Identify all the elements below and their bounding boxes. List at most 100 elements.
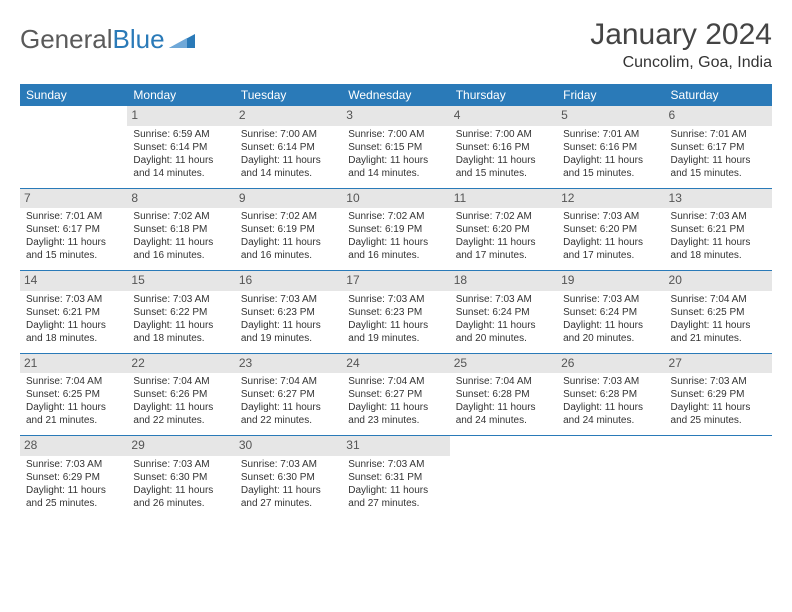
sunset-text: Sunset: 6:17 PM <box>671 141 766 154</box>
header: GeneralBlue January 2024 Cuncolim, Goa, … <box>20 18 772 72</box>
day-number: 15 <box>127 271 234 291</box>
sunset-text: Sunset: 6:21 PM <box>671 223 766 236</box>
sunset-text: Sunset: 6:16 PM <box>456 141 551 154</box>
calendar-week-row: 28Sunrise: 7:03 AMSunset: 6:29 PMDayligh… <box>20 436 772 518</box>
sunrise-text: Sunrise: 7:03 AM <box>133 458 228 471</box>
sunset-text: Sunset: 6:30 PM <box>241 471 336 484</box>
daylight-text: Daylight: 11 hours and 16 minutes. <box>241 236 336 262</box>
day-number: 28 <box>20 436 127 456</box>
sunset-text: Sunset: 6:26 PM <box>133 388 228 401</box>
sunrise-text: Sunrise: 7:00 AM <box>348 128 443 141</box>
calendar-day-cell: 23Sunrise: 7:04 AMSunset: 6:27 PMDayligh… <box>235 353 342 436</box>
calendar-head: SundayMondayTuesdayWednesdayThursdayFrid… <box>20 84 772 106</box>
day-number: 12 <box>557 189 664 209</box>
sunrise-text: Sunrise: 7:04 AM <box>26 375 121 388</box>
day-number: 17 <box>342 271 449 291</box>
daylight-text: Daylight: 11 hours and 23 minutes. <box>348 401 443 427</box>
sunrise-text: Sunrise: 7:03 AM <box>563 293 658 306</box>
sunset-text: Sunset: 6:20 PM <box>456 223 551 236</box>
daylight-text: Daylight: 11 hours and 25 minutes. <box>671 401 766 427</box>
daylight-text: Daylight: 11 hours and 15 minutes. <box>563 154 658 180</box>
sunrise-text: Sunrise: 7:02 AM <box>456 210 551 223</box>
sunrise-text: Sunrise: 7:03 AM <box>563 375 658 388</box>
sunset-text: Sunset: 6:19 PM <box>241 223 336 236</box>
calendar-day-cell <box>450 436 557 518</box>
calendar-day-cell: 25Sunrise: 7:04 AMSunset: 6:28 PMDayligh… <box>450 353 557 436</box>
sunrise-text: Sunrise: 7:02 AM <box>133 210 228 223</box>
calendar-day-cell: 19Sunrise: 7:03 AMSunset: 6:24 PMDayligh… <box>557 271 664 354</box>
calendar-day-cell: 12Sunrise: 7:03 AMSunset: 6:20 PMDayligh… <box>557 188 664 271</box>
calendar-day-cell <box>20 106 127 188</box>
sunrise-text: Sunrise: 7:02 AM <box>348 210 443 223</box>
daylight-text: Daylight: 11 hours and 19 minutes. <box>348 319 443 345</box>
daylight-text: Daylight: 11 hours and 24 minutes. <box>456 401 551 427</box>
calendar-day-cell: 29Sunrise: 7:03 AMSunset: 6:30 PMDayligh… <box>127 436 234 518</box>
day-number: 16 <box>235 271 342 291</box>
calendar-day-cell: 3Sunrise: 7:00 AMSunset: 6:15 PMDaylight… <box>342 106 449 188</box>
day-number: 30 <box>235 436 342 456</box>
day-number: 7 <box>20 189 127 209</box>
day-number: 14 <box>20 271 127 291</box>
daylight-text: Daylight: 11 hours and 15 minutes. <box>456 154 551 180</box>
day-number: 2 <box>235 106 342 126</box>
weekday-header: Monday <box>127 84 234 106</box>
daylight-text: Daylight: 11 hours and 18 minutes. <box>26 319 121 345</box>
calendar-day-cell: 8Sunrise: 7:02 AMSunset: 6:18 PMDaylight… <box>127 188 234 271</box>
logo-triangle-icon <box>169 24 195 55</box>
sunset-text: Sunset: 6:19 PM <box>348 223 443 236</box>
day-number: 1 <box>127 106 234 126</box>
daylight-text: Daylight: 11 hours and 18 minutes. <box>133 319 228 345</box>
calendar-day-cell: 11Sunrise: 7:02 AMSunset: 6:20 PMDayligh… <box>450 188 557 271</box>
sunset-text: Sunset: 6:27 PM <box>348 388 443 401</box>
sunset-text: Sunset: 6:15 PM <box>348 141 443 154</box>
sunrise-text: Sunrise: 7:03 AM <box>241 458 336 471</box>
calendar-day-cell: 26Sunrise: 7:03 AMSunset: 6:28 PMDayligh… <box>557 353 664 436</box>
title-block: January 2024 Cuncolim, Goa, India <box>590 18 772 72</box>
calendar-day-cell: 1Sunrise: 6:59 AMSunset: 6:14 PMDaylight… <box>127 106 234 188</box>
sunset-text: Sunset: 6:28 PM <box>456 388 551 401</box>
daylight-text: Daylight: 11 hours and 27 minutes. <box>241 484 336 510</box>
sunset-text: Sunset: 6:17 PM <box>26 223 121 236</box>
day-number: 8 <box>127 189 234 209</box>
sunrise-text: Sunrise: 7:03 AM <box>348 458 443 471</box>
daylight-text: Daylight: 11 hours and 16 minutes. <box>133 236 228 262</box>
calendar-week-row: 1Sunrise: 6:59 AMSunset: 6:14 PMDaylight… <box>20 106 772 188</box>
brand-part1: General <box>20 24 113 55</box>
day-number: 23 <box>235 354 342 374</box>
sunset-text: Sunset: 6:29 PM <box>671 388 766 401</box>
sunrise-text: Sunrise: 7:03 AM <box>26 293 121 306</box>
day-number: 29 <box>127 436 234 456</box>
daylight-text: Daylight: 11 hours and 15 minutes. <box>26 236 121 262</box>
daylight-text: Daylight: 11 hours and 17 minutes. <box>563 236 658 262</box>
calendar-day-cell: 16Sunrise: 7:03 AMSunset: 6:23 PMDayligh… <box>235 271 342 354</box>
sunrise-text: Sunrise: 7:04 AM <box>348 375 443 388</box>
day-number: 13 <box>665 189 772 209</box>
brand-logo: GeneralBlue <box>20 24 195 55</box>
calendar-day-cell: 13Sunrise: 7:03 AMSunset: 6:21 PMDayligh… <box>665 188 772 271</box>
sunrise-text: Sunrise: 7:03 AM <box>348 293 443 306</box>
day-number: 22 <box>127 354 234 374</box>
calendar-day-cell: 28Sunrise: 7:03 AMSunset: 6:29 PMDayligh… <box>20 436 127 518</box>
day-number: 18 <box>450 271 557 291</box>
calendar-body: 1Sunrise: 6:59 AMSunset: 6:14 PMDaylight… <box>20 106 772 518</box>
daylight-text: Daylight: 11 hours and 25 minutes. <box>26 484 121 510</box>
day-number: 25 <box>450 354 557 374</box>
calendar-day-cell: 2Sunrise: 7:00 AMSunset: 6:14 PMDaylight… <box>235 106 342 188</box>
calendar-week-row: 7Sunrise: 7:01 AMSunset: 6:17 PMDaylight… <box>20 188 772 271</box>
sunset-text: Sunset: 6:21 PM <box>26 306 121 319</box>
daylight-text: Daylight: 11 hours and 24 minutes. <box>563 401 658 427</box>
sunrise-text: Sunrise: 7:03 AM <box>133 293 228 306</box>
calendar-week-row: 14Sunrise: 7:03 AMSunset: 6:21 PMDayligh… <box>20 271 772 354</box>
sunrise-text: Sunrise: 7:00 AM <box>456 128 551 141</box>
calendar-day-cell <box>557 436 664 518</box>
calendar-day-cell: 18Sunrise: 7:03 AMSunset: 6:24 PMDayligh… <box>450 271 557 354</box>
month-title: January 2024 <box>590 18 772 52</box>
sunset-text: Sunset: 6:31 PM <box>348 471 443 484</box>
daylight-text: Daylight: 11 hours and 14 minutes. <box>133 154 228 180</box>
day-number: 11 <box>450 189 557 209</box>
day-number: 24 <box>342 354 449 374</box>
daylight-text: Daylight: 11 hours and 14 minutes. <box>241 154 336 180</box>
calendar-day-cell: 20Sunrise: 7:04 AMSunset: 6:25 PMDayligh… <box>665 271 772 354</box>
calendar-day-cell: 5Sunrise: 7:01 AMSunset: 6:16 PMDaylight… <box>557 106 664 188</box>
calendar-day-cell: 9Sunrise: 7:02 AMSunset: 6:19 PMDaylight… <box>235 188 342 271</box>
